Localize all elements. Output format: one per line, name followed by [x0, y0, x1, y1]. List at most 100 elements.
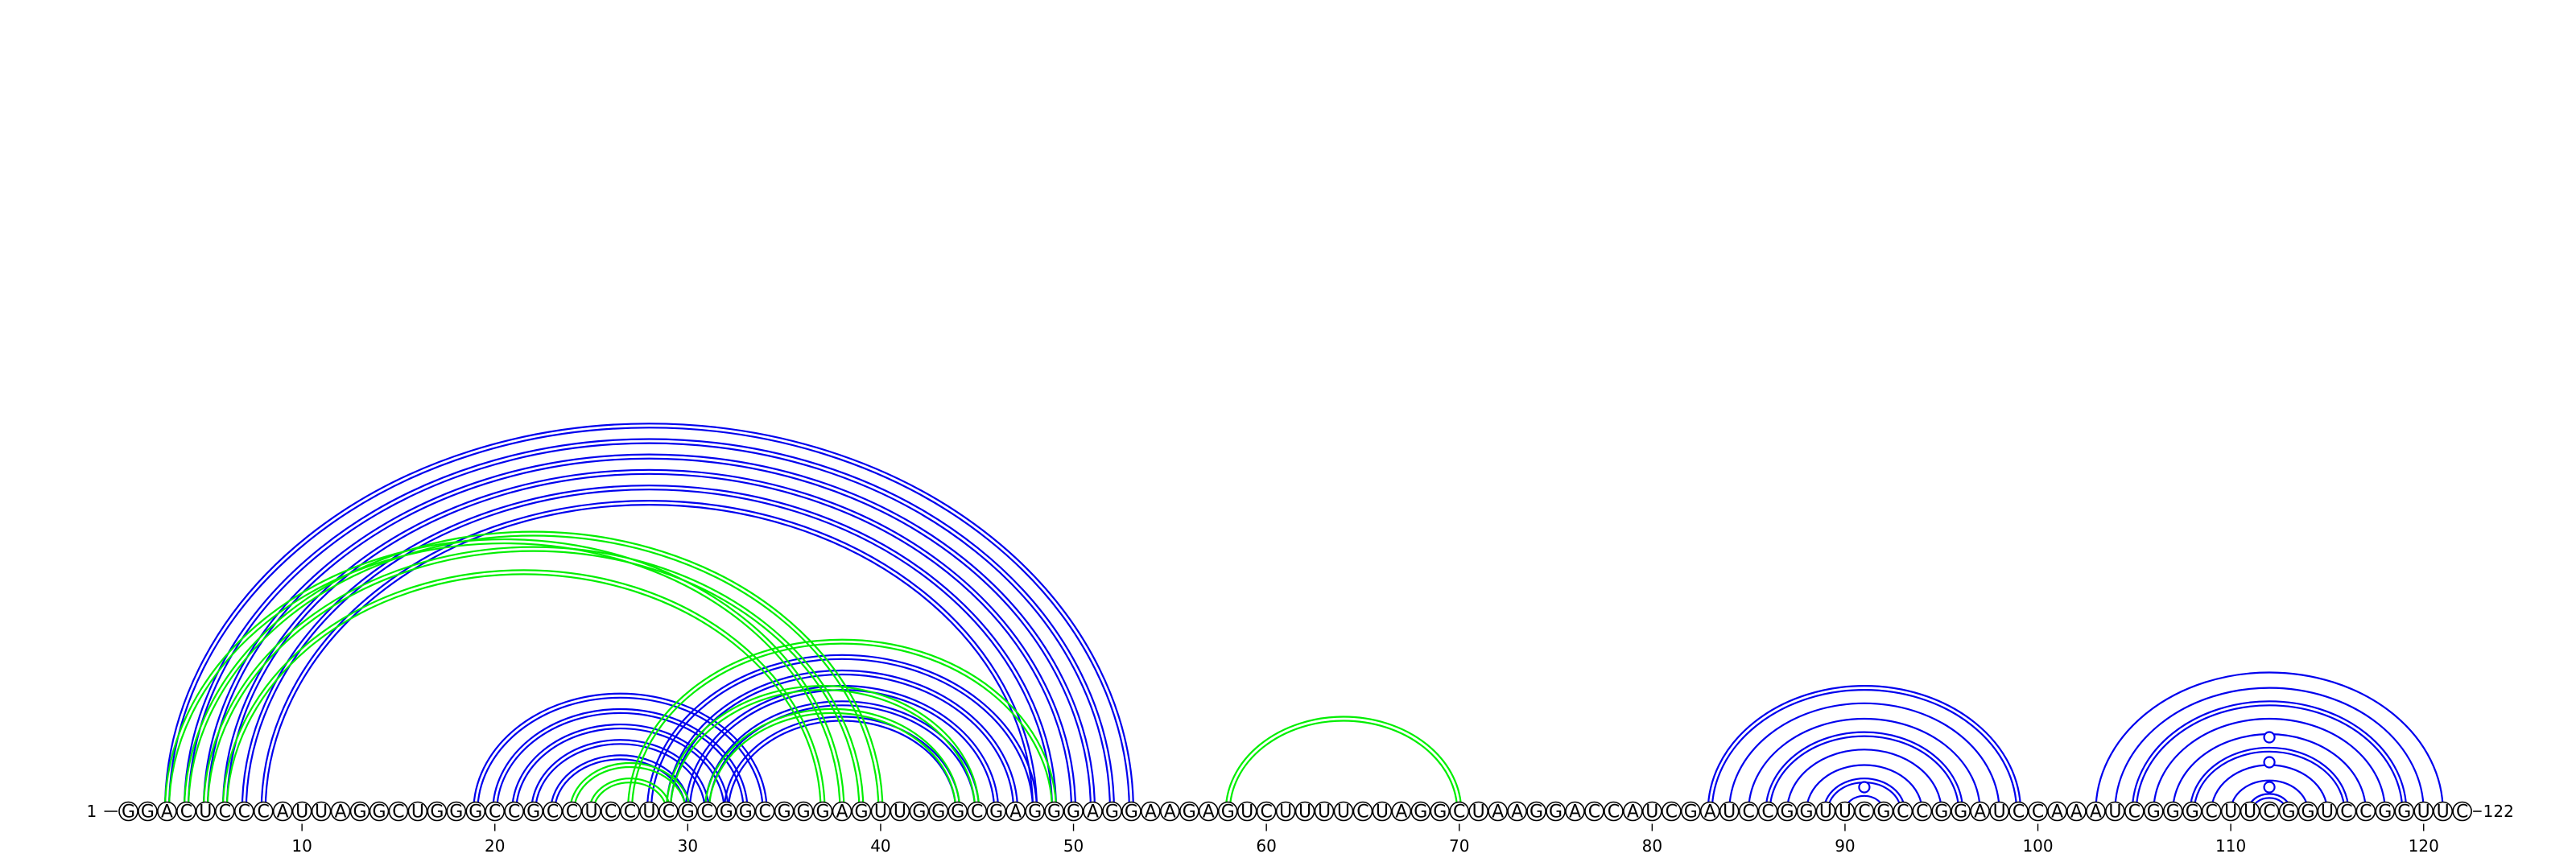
- nucleotide-letter: U: [1318, 802, 1331, 823]
- nucleotide-circle: [1352, 801, 1373, 822]
- nucleotide-circle: [735, 801, 756, 822]
- nucleotide-letter: U: [1472, 802, 1485, 823]
- nucleotide-circle: [562, 801, 582, 822]
- nucleotide-56: G: [1179, 801, 1199, 823]
- nucleotide-16: U: [407, 801, 428, 823]
- nucleotide-letter: C: [1916, 802, 1928, 823]
- nucleotide-letter: U: [1241, 802, 1253, 823]
- nucleotide-circle: [349, 801, 370, 822]
- arc-blue-4-52-line1: [187, 442, 1112, 812]
- arc-blue-8-48-line1: [264, 504, 1034, 812]
- nucleotide-letter: G: [1433, 802, 1447, 823]
- nucleotide-circle: [2433, 801, 2453, 822]
- nucleotide-circle: [311, 801, 332, 822]
- arc-blue-31-45-line1: [708, 704, 976, 812]
- arc-blue-32-44-line1: [727, 720, 957, 812]
- nucleotide-circle: [1102, 801, 1122, 822]
- nucleotide-44: G: [947, 801, 968, 823]
- nucleotide-30: G: [678, 801, 698, 823]
- nucleotide-52: G: [1102, 801, 1122, 823]
- arc-blue-103-121: [2095, 671, 2444, 812]
- nucleotide-circle: [523, 801, 543, 822]
- arc-green-3-38-line2: [163, 538, 845, 812]
- nucleotide-circle: [1025, 801, 1045, 822]
- nucleotide-112: C: [2259, 801, 2280, 823]
- nucleotide-12: A: [330, 801, 351, 823]
- arc-blue-30-46-line1: [688, 689, 996, 812]
- nucleotide-letter: G: [353, 802, 366, 823]
- nucleotide-letter: U: [295, 802, 308, 823]
- tick-label-20: 20: [485, 836, 505, 856]
- nucleotide-37: G: [812, 801, 833, 823]
- nucleotide-circle: [1294, 801, 1315, 822]
- arc-green-3-38-line1: [167, 542, 841, 812]
- nucleotide-letter: U: [1645, 802, 1658, 823]
- nucleotide-7: C: [233, 801, 254, 823]
- arc-blue-7-49-line1: [245, 488, 1054, 812]
- nucleotide-letter: G: [469, 802, 482, 823]
- nucleotide-circle: [2162, 801, 2183, 822]
- nucleotide-circle: [196, 801, 216, 822]
- nucleotide-letter: C: [547, 802, 559, 823]
- nucleotide-letter: G: [681, 802, 695, 823]
- nucleotide-circle: [1141, 801, 1161, 822]
- nucleotide-letter: C: [2263, 802, 2275, 823]
- nucleotide-letter: G: [854, 802, 868, 823]
- arc-green-27-49-line2: [626, 638, 1058, 812]
- loop-marker-112-2: [2263, 756, 2276, 769]
- nucleotide-circle: [2047, 801, 2067, 822]
- nucleotide-circle: [2086, 801, 2106, 822]
- nucleotide-letter: C: [566, 802, 578, 823]
- nucleotide-109: C: [2201, 801, 2222, 823]
- nucleotide-letter: G: [778, 802, 791, 823]
- start-label: 1: [87, 802, 97, 821]
- nucleotide-120: U: [2413, 801, 2434, 823]
- nucleotide-77: C: [1584, 801, 1604, 823]
- nucleotide-74: G: [1526, 801, 1546, 823]
- nucleotide-circle: [2066, 801, 2087, 822]
- nucleotide-circle: [2008, 801, 2029, 822]
- nucleotide-letter: G: [1183, 802, 1196, 823]
- nucleotide-circle: [2105, 801, 2125, 822]
- nucleotide-73: A: [1507, 801, 1527, 823]
- nucleotide-letter: A: [335, 802, 347, 823]
- nucleotide-letter: C: [2205, 802, 2217, 823]
- nucleotide-letter: U: [411, 802, 424, 823]
- nucleotide-118: G: [2375, 801, 2396, 823]
- nucleotide-circle: [1584, 801, 1604, 822]
- nucleotide-76: A: [1565, 801, 1585, 823]
- nucleotide-27: C: [620, 801, 640, 823]
- nucleotide-letter: C: [1666, 802, 1678, 823]
- nucleotide-54: A: [1141, 801, 1161, 823]
- nucleotide-circle: [1430, 801, 1451, 822]
- arc-blue-19-34-line1: [477, 696, 764, 812]
- arc-blue-21-32-line2: [511, 723, 729, 812]
- nucleotide-circle: [928, 801, 949, 822]
- nucleotide-letter: G: [1105, 802, 1119, 823]
- arc-blue-89-93-line2: [1823, 778, 1906, 812]
- nucleotide-87: G: [1777, 801, 1798, 823]
- nucleotide-111: U: [2240, 801, 2260, 823]
- arc-green-29-45-line1: [669, 689, 976, 812]
- nucleotide-letter: G: [1934, 802, 1948, 823]
- nucleotide-circle: [2317, 801, 2338, 822]
- nucleotide-98: U: [1989, 801, 2009, 823]
- nucleotide-24: C: [562, 801, 582, 823]
- nucleotide-8: C: [253, 801, 274, 823]
- nucleotide-letter: G: [1414, 802, 1427, 823]
- nucleotide-circle: [812, 801, 833, 822]
- nucleotide-letter: G: [372, 802, 386, 823]
- nucleotide-circle: [601, 801, 621, 822]
- nucleotide-letter: U: [1723, 802, 1736, 823]
- nucleotide-letter: C: [2359, 802, 2372, 823]
- nucleotide-117: C: [2355, 801, 2376, 823]
- nucleotide-circle: [1005, 801, 1026, 822]
- nucleotide-letter: G: [1028, 802, 1042, 823]
- nucleotide-letter: U: [315, 802, 328, 823]
- nucleotide-50: G: [1063, 801, 1084, 823]
- nucleotide-circle: [1835, 801, 1856, 822]
- nucleotide-circle: [427, 801, 448, 822]
- nucleotide-102: A: [2066, 801, 2087, 823]
- nucleotide-circle: [1738, 801, 1759, 822]
- nucleotide-letter: C: [1260, 802, 1272, 823]
